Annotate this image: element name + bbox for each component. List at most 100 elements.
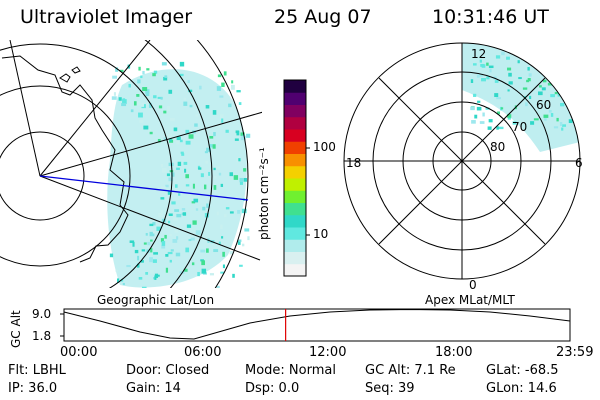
polar-speck: [497, 111, 501, 115]
colorbar-segment: [284, 227, 306, 240]
aurora-speck: [128, 83, 131, 88]
aurora-speck: [163, 137, 167, 140]
aurora-speck: [213, 185, 217, 190]
aurora-speck: [167, 191, 171, 195]
aurora-speck: [146, 101, 151, 105]
polar-speck: [559, 122, 563, 127]
aurora-speck: [139, 120, 144, 123]
aurora-speck: [229, 211, 234, 214]
aurora-speck: [117, 278, 120, 283]
colorbar-segment: [284, 263, 306, 277]
aurora-speck: [168, 213, 173, 216]
colorbar-segment: [284, 202, 306, 216]
polar-speck: [526, 79, 530, 83]
aurora-speck: [137, 255, 140, 261]
polar-speck: [579, 76, 580, 80]
polar-speck: [544, 118, 547, 121]
aurora-speck: [145, 232, 148, 236]
polar-speck: [550, 94, 555, 98]
aurora-speck: [166, 106, 171, 111]
aurora-speck: [223, 71, 227, 76]
polar-speck: [489, 68, 492, 73]
aurora-speck: [176, 167, 180, 170]
aurora-speck: [208, 145, 213, 148]
aurora-speck: [129, 240, 135, 243]
aurora-speck: [183, 268, 188, 272]
aurora-speck: [150, 248, 153, 253]
aurora-speck: [145, 272, 149, 275]
aurora-speck: [197, 271, 200, 277]
aurora-speck: [188, 134, 194, 139]
aurora-speck: [136, 94, 140, 97]
polar-speck: [495, 55, 501, 59]
aurora-speck: [213, 249, 219, 253]
polar-speck: [518, 77, 522, 80]
polar-speck: [566, 51, 571, 55]
aurora-speck: [216, 86, 222, 91]
aurora-speck: [236, 90, 241, 93]
aurora-speck: [205, 160, 208, 164]
polar-speck: [508, 81, 513, 85]
polar-speck: [541, 87, 546, 91]
aurora-speck: [160, 164, 163, 168]
aurora-speck: [141, 249, 146, 252]
status-glat: GLat: -68.5: [486, 363, 559, 378]
aurora-speck: [237, 240, 241, 245]
aurora-speck: [225, 207, 230, 210]
aurora-speck: [228, 103, 232, 108]
polar-speck: [573, 84, 578, 88]
aurora-speck: [194, 123, 198, 127]
polar-speck: [529, 95, 532, 100]
aurora-speck: [161, 240, 166, 246]
aurora-speck: [165, 184, 169, 188]
polar-speck: [577, 60, 580, 63]
polar-speck: [477, 100, 481, 103]
aurora-speck: [173, 127, 178, 132]
aurora-speck: [239, 181, 243, 185]
aurora-speck: [246, 133, 251, 138]
aurora-speck: [153, 277, 156, 280]
aurora-speck: [243, 168, 247, 172]
polar-speck: [507, 67, 512, 71]
aurora-speck: [200, 249, 206, 253]
mlat-label-60: 60: [536, 98, 552, 112]
aurora-speck: [149, 231, 155, 237]
aurora-speck: [185, 184, 190, 187]
aurora-speck: [142, 87, 148, 92]
aurora-speck: [143, 125, 149, 130]
time-tick-1200: 12:00: [309, 345, 347, 360]
colorbar: [283, 79, 310, 277]
aurora-speck: [218, 172, 222, 176]
aurora-speck: [119, 69, 124, 72]
apex-caption: Apex MLat/MLT: [425, 293, 515, 307]
aurora-speck: [199, 85, 202, 90]
polar-speck: [572, 59, 577, 62]
polar-speck: [482, 112, 485, 117]
polar-speck: [571, 81, 575, 85]
polar-speck: [560, 83, 563, 87]
aurora-speck: [111, 96, 117, 100]
polar-speck: [547, 82, 553, 86]
aurora-speck: [214, 175, 217, 179]
aurora-speck: [154, 275, 157, 280]
aurora-speck: [148, 128, 151, 134]
polar-speck: [538, 64, 542, 67]
aurora-speck: [138, 276, 143, 280]
polar-speck: [485, 107, 490, 110]
polar-speck: [568, 119, 573, 124]
mlt-lines: [344, 43, 580, 279]
aurora-speck: [206, 203, 209, 208]
aurora-speck: [152, 259, 157, 263]
aurora-speck: [198, 167, 202, 170]
aurora-speck: [219, 95, 224, 98]
aurora-speck: [137, 79, 141, 84]
aurora-speck: [240, 135, 246, 141]
time-tick-2359: 23:59: [556, 345, 594, 360]
aurora-speck: [208, 171, 211, 176]
aurora-speck: [171, 201, 176, 205]
aurora-speck: [154, 273, 159, 279]
aurora-speck: [181, 208, 186, 211]
polar-speck: [496, 97, 501, 100]
aurora-speck: [202, 206, 206, 211]
